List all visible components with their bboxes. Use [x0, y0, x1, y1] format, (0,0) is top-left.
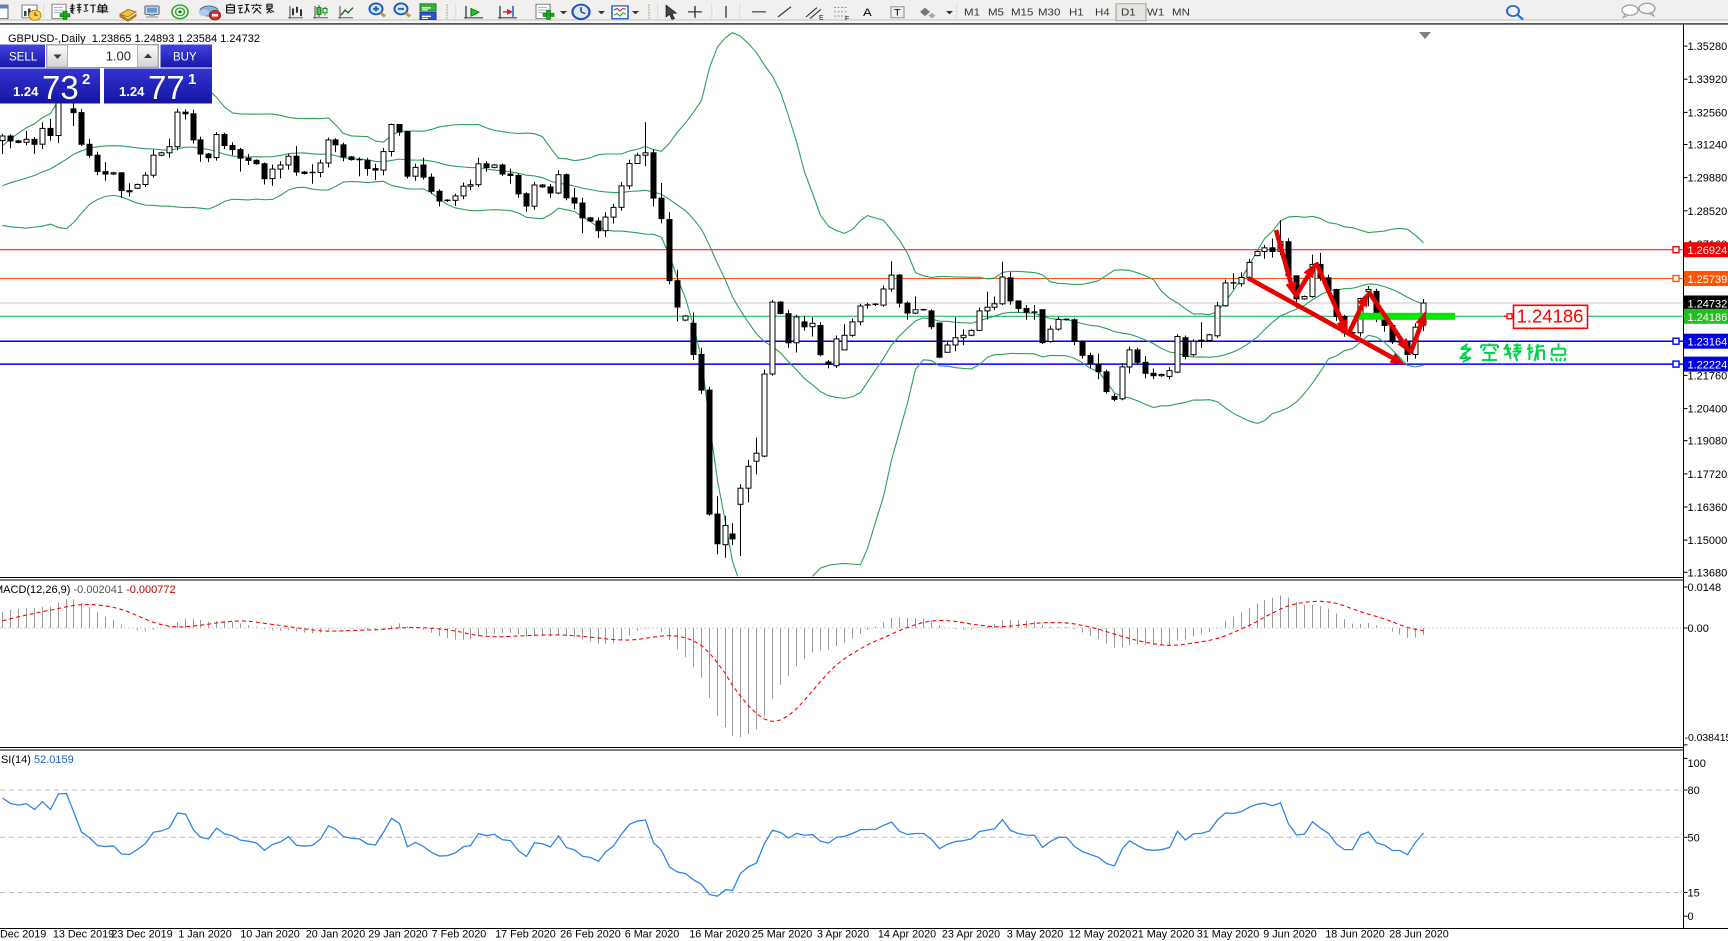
svg-text:M15: M15: [1011, 7, 1033, 18]
svg-text:0: 0: [1688, 911, 1694, 923]
svg-text:GBPUSD-,Daily 1.23865 1.24893: GBPUSD-,Daily 1.23865 1.24893 1.23584 1.…: [8, 33, 260, 45]
svg-text:1.31240: 1.31240: [1688, 140, 1728, 152]
svg-text:1.16360: 1.16360: [1688, 502, 1728, 514]
svg-text:1.20400: 1.20400: [1688, 404, 1728, 416]
svg-text:1.22224: 1.22224: [1688, 360, 1728, 372]
svg-text:1.24186: 1.24186: [1688, 312, 1728, 324]
svg-text:18 Jun 2020: 18 Jun 2020: [1325, 929, 1384, 941]
svg-text:13 Dec 2019: 13 Dec 2019: [53, 929, 114, 941]
svg-text:1.33920: 1.33920: [1688, 74, 1728, 86]
svg-text:17 Feb 2020: 17 Feb 2020: [495, 929, 556, 941]
svg-text:7 Feb 2020: 7 Feb 2020: [432, 929, 487, 941]
svg-text:15: 15: [1688, 888, 1700, 900]
svg-text:T: T: [894, 8, 901, 18]
svg-text:50: 50: [1688, 832, 1700, 844]
svg-text:M5: M5: [988, 7, 1004, 18]
svg-text:RSI(14) 52.0159: RSI(14) 52.0159: [0, 754, 74, 766]
svg-text:W1: W1: [1147, 7, 1164, 18]
svg-text:M30: M30: [1038, 7, 1060, 18]
svg-text:23 Apr 2020: 23 Apr 2020: [942, 929, 1000, 941]
svg-text:100: 100: [1688, 758, 1706, 770]
svg-text:20 Jan 2020: 20 Jan 2020: [306, 929, 365, 941]
svg-text:77: 77: [148, 69, 185, 106]
svg-text:3 Apr 2020: 3 Apr 2020: [817, 929, 869, 941]
svg-text:2: 2: [82, 71, 90, 88]
svg-text:1.25739: 1.25739: [1688, 274, 1728, 286]
svg-text:A: A: [863, 6, 873, 19]
svg-text:16 Mar 2020: 16 Mar 2020: [689, 929, 750, 941]
svg-text:6 Mar 2020: 6 Mar 2020: [625, 929, 680, 941]
svg-text:BUY: BUY: [173, 52, 197, 64]
svg-text:3 May 2020: 3 May 2020: [1007, 929, 1063, 941]
svg-text:1.32560: 1.32560: [1688, 107, 1728, 119]
svg-text:1.24186: 1.24186: [1517, 305, 1584, 326]
svg-text:1: 1: [188, 71, 196, 88]
svg-text:D1: D1: [1121, 7, 1136, 18]
svg-text:29 Jan 2020: 29 Jan 2020: [368, 929, 427, 941]
svg-text:1.24732: 1.24732: [1688, 299, 1728, 311]
svg-text:E: E: [819, 15, 824, 21]
svg-text:1.29880: 1.29880: [1688, 173, 1728, 185]
svg-text:H1: H1: [1069, 7, 1084, 18]
svg-text:9 Jun 2020: 9 Jun 2020: [1263, 929, 1316, 941]
svg-text:26 Feb 2020: 26 Feb 2020: [560, 929, 621, 941]
svg-text:1.15000: 1.15000: [1688, 535, 1728, 547]
svg-text:14 Apr 2020: 14 Apr 2020: [878, 929, 936, 941]
svg-text:-0.038415: -0.038415: [1685, 733, 1728, 744]
svg-text:1.13680: 1.13680: [1688, 567, 1728, 579]
svg-text:MN: MN: [1172, 7, 1190, 18]
svg-text:10 Jan 2020: 10 Jan 2020: [240, 929, 299, 941]
svg-text:12 May 2020: 12 May 2020: [1069, 929, 1131, 941]
svg-text:0.0148: 0.0148: [1688, 582, 1722, 594]
svg-text:80: 80: [1688, 785, 1700, 797]
svg-text:MACD(12,26,9) -0.002041 -0.000: MACD(12,26,9) -0.002041 -0.000772: [0, 584, 176, 596]
svg-text:F: F: [845, 16, 849, 22]
svg-text:H4: H4: [1095, 7, 1110, 18]
svg-text:0.00: 0.00: [1688, 623, 1709, 635]
svg-text:31 May 2020: 31 May 2020: [1197, 929, 1259, 941]
svg-text:Dec 2019: Dec 2019: [0, 929, 46, 941]
svg-text:1.35280: 1.35280: [1688, 41, 1728, 53]
svg-text:1 Jan 2020: 1 Jan 2020: [178, 929, 231, 941]
svg-text:1.00: 1.00: [106, 49, 131, 64]
svg-text:M1: M1: [964, 7, 980, 18]
svg-text:1.23164: 1.23164: [1688, 337, 1728, 349]
svg-text:1.24: 1.24: [13, 84, 39, 99]
svg-text:73: 73: [42, 69, 79, 106]
svg-text:SELL: SELL: [9, 52, 38, 64]
svg-text:1.17720: 1.17720: [1688, 469, 1728, 481]
svg-text:1.21760: 1.21760: [1688, 370, 1728, 382]
svg-text:1.28520: 1.28520: [1688, 206, 1728, 218]
svg-text:1.19080: 1.19080: [1688, 436, 1728, 448]
svg-text:25 Mar 2020: 25 Mar 2020: [752, 929, 813, 941]
svg-text:23 Dec 2019: 23 Dec 2019: [111, 929, 172, 941]
svg-text:1.26924: 1.26924: [1688, 245, 1728, 257]
svg-text:21 May 2020: 21 May 2020: [1132, 929, 1194, 941]
svg-text:28 Jun 2020: 28 Jun 2020: [1389, 929, 1448, 941]
svg-text:1.24: 1.24: [119, 84, 145, 99]
